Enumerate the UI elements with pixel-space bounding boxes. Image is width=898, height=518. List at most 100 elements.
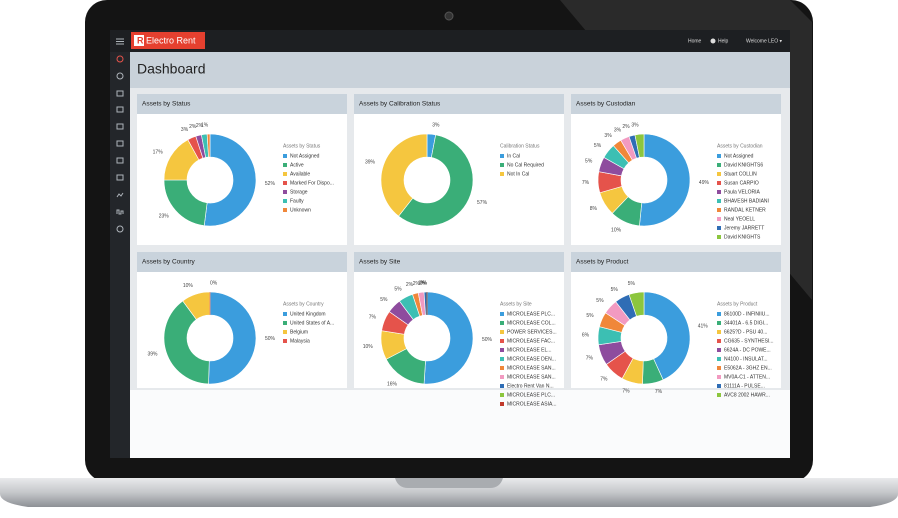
- legend-label: MICROLEASE DEN...: [507, 356, 556, 362]
- data-label: 7%: [622, 388, 630, 394]
- legend-label: Malaysia: [290, 338, 310, 344]
- legend-label: Neal YEOELL: [724, 216, 755, 222]
- legend-swatch: [283, 339, 287, 343]
- legend-swatch: [500, 384, 504, 388]
- panel-title: Assets by Custodian: [576, 101, 636, 108]
- donut-slice: [643, 291, 691, 381]
- nav-user[interactable]: Welcome LEO ▾: [746, 38, 783, 44]
- legend-label: Paula VELORIA: [724, 189, 761, 195]
- legend-swatch: [283, 172, 287, 176]
- data-label: 2%: [622, 124, 630, 130]
- data-label: 10%: [183, 283, 194, 289]
- legend-swatch: [500, 312, 504, 316]
- legend-title: Assets by Status: [283, 143, 321, 149]
- donut-slice: [203, 133, 257, 227]
- legend-label: Jeremy JARRETT: [724, 225, 764, 231]
- legend-swatch: [283, 163, 287, 167]
- nav-home[interactable]: Home: [688, 38, 702, 44]
- legend-label: David KNIGHTS6: [724, 162, 763, 168]
- data-label: 10%: [611, 227, 622, 233]
- data-label: 3%: [631, 123, 639, 129]
- legend-label: Marked For Dispo...: [290, 180, 334, 186]
- laptop-base: [0, 478, 898, 507]
- legend-label: MICROLEASE COL...: [507, 320, 556, 326]
- donut-slice: [628, 291, 645, 317]
- legend-swatch: [717, 154, 721, 158]
- legend-label: BHAVESH BADIANI: [724, 198, 769, 204]
- legend-swatch: [717, 217, 721, 221]
- data-label: 7%: [586, 356, 594, 362]
- legend-title: Assets by Custodian: [717, 143, 763, 149]
- panel-header: [571, 252, 781, 272]
- data-label: 5%: [628, 281, 636, 287]
- data-label: 5%: [380, 297, 388, 303]
- legend-swatch: [500, 348, 504, 352]
- nav-help[interactable]: Help: [718, 38, 729, 44]
- data-label: 5%: [611, 287, 619, 293]
- legend-swatch: [500, 366, 504, 370]
- page-title: Dashboard: [137, 61, 206, 77]
- legend-label: Not Assigned: [290, 153, 320, 159]
- legend-swatch: [283, 321, 287, 325]
- data-label: 3%: [614, 127, 622, 133]
- data-label: 0%: [420, 280, 428, 286]
- data-label: 0%: [420, 280, 428, 286]
- donut-slice: [423, 291, 474, 385]
- panel-title: Assets by Country: [142, 259, 195, 266]
- data-label: 17%: [153, 149, 164, 155]
- legend-swatch: [717, 199, 721, 203]
- legend-label: Belgium: [290, 329, 308, 335]
- panel-title: Assets by Site: [359, 259, 401, 266]
- legend-swatch: [283, 190, 287, 194]
- legend-swatch: [717, 190, 721, 194]
- data-label: 0%: [210, 280, 218, 286]
- data-label: 6%: [582, 333, 590, 339]
- legend-label: Available: [290, 171, 310, 177]
- data-label: 39%: [147, 352, 158, 358]
- data-label: 3%: [181, 127, 189, 133]
- data-label: 3%: [432, 123, 440, 129]
- legend-swatch: [500, 393, 504, 397]
- panel-header: [354, 252, 564, 272]
- legend-label: No Cal Required: [507, 162, 544, 168]
- legend-swatch: [717, 357, 721, 361]
- legend-swatch: [500, 375, 504, 379]
- data-label: 16%: [387, 381, 398, 387]
- donut-slice: [163, 300, 210, 385]
- legend-swatch: [717, 235, 721, 239]
- legend-swatch: [717, 321, 721, 325]
- legend-label: Active: [290, 162, 304, 168]
- top-bar: [110, 30, 790, 52]
- legend-label: 6625?D - PSU 40...: [724, 329, 767, 335]
- title-bar: [130, 52, 790, 88]
- data-label: 39%: [365, 159, 376, 165]
- legend-label: David KNIGHTS: [724, 234, 761, 240]
- legend-swatch: [283, 154, 287, 158]
- legend-title: Calibration Status: [500, 143, 540, 149]
- legend-label: MICROLEASE EL...: [507, 347, 551, 353]
- panel-title: Assets by Status: [142, 101, 191, 108]
- legend-swatch: [500, 154, 504, 158]
- legend-label: MICROLEASE PLC...: [507, 392, 555, 398]
- donut-slice: [380, 133, 428, 217]
- logo-box: [131, 32, 205, 49]
- data-label: 49%: [699, 180, 710, 186]
- legend-label: Electro Rent Van N...: [507, 383, 554, 389]
- data-label: 5%: [585, 159, 593, 165]
- legend-swatch: [500, 330, 504, 334]
- legend-swatch: [500, 402, 504, 406]
- panel-title: Assets by Product: [576, 259, 629, 266]
- data-label: 5%: [394, 287, 402, 293]
- legend-swatch: [500, 172, 504, 176]
- data-label: 2%: [413, 281, 421, 287]
- panel-header: [354, 94, 564, 114]
- donut-slice: [206, 133, 211, 158]
- screen-bottom: [130, 390, 790, 458]
- legend-label: AVC8 2002 HAWR...: [724, 392, 770, 398]
- data-label: 52%: [265, 181, 276, 187]
- legend-swatch: [717, 384, 721, 388]
- data-label: 2%: [196, 123, 204, 129]
- legend-label: Not Assigned: [724, 153, 754, 159]
